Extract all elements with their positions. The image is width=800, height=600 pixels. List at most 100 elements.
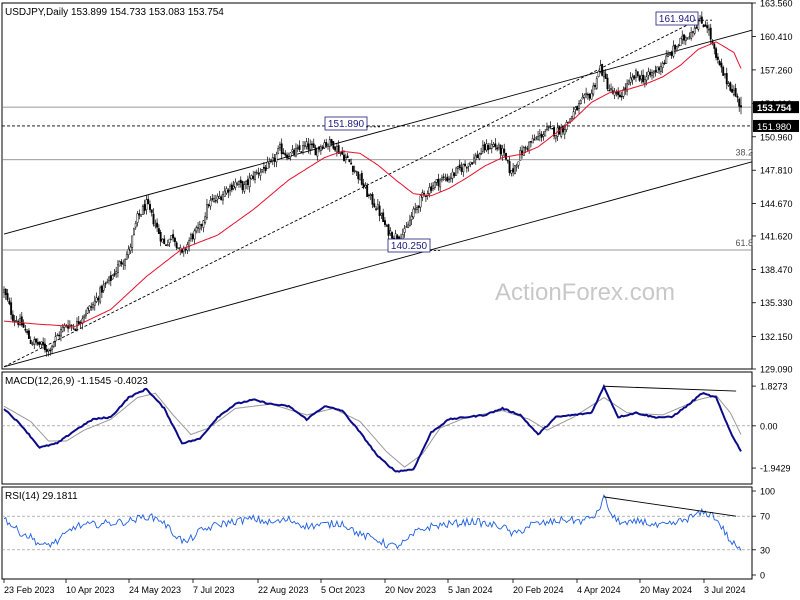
candle-body — [485, 143, 488, 151]
fib-level-label: 61.8 — [735, 238, 753, 248]
candle-body — [731, 88, 734, 93]
rsi-series — [2, 494, 752, 551]
candlestick-series — [3, 11, 742, 357]
candle-body — [618, 94, 621, 98]
candle-body — [193, 230, 196, 240]
candle-body — [35, 338, 37, 343]
candle-body — [642, 74, 645, 83]
current-price-label: 153.754 — [757, 103, 792, 114]
candle-body — [371, 194, 374, 205]
candle-body — [691, 31, 694, 33]
candle-body — [168, 238, 171, 244]
candle-body — [348, 159, 351, 162]
candle-body — [330, 139, 333, 144]
candle-body — [489, 147, 491, 150]
price-tick-label: 132.150 — [760, 332, 793, 342]
candle-body — [150, 209, 153, 213]
candle-body — [72, 327, 75, 329]
candle-body — [109, 275, 112, 281]
candle-body — [327, 144, 329, 147]
candle-body — [677, 44, 680, 47]
candle-body — [709, 27, 712, 40]
candle-body — [205, 204, 208, 219]
rsi-line — [3, 494, 742, 551]
price-tick-label: 141.620 — [760, 231, 793, 241]
candle-body — [207, 204, 210, 207]
candle-body — [67, 325, 70, 329]
candle-body — [295, 148, 297, 157]
candle-body — [325, 142, 328, 146]
candle-body — [643, 79, 646, 84]
candle-body — [656, 66, 659, 73]
candle-body — [122, 263, 125, 265]
candle-body — [724, 73, 726, 75]
date-tick-label: 20 Nov 2023 — [385, 585, 436, 595]
candle-body — [572, 111, 575, 119]
candle-body — [362, 183, 365, 188]
candle-body — [440, 177, 443, 181]
candle-body — [51, 345, 54, 350]
candle-body — [738, 98, 741, 107]
candle-body — [578, 103, 580, 109]
candle-body — [563, 129, 566, 135]
candle-body — [432, 185, 434, 189]
candle-body — [542, 134, 545, 137]
candle-body — [259, 171, 262, 176]
candle-body — [465, 167, 468, 169]
candle-body — [127, 248, 130, 255]
candle-body — [4, 288, 7, 296]
candle-body — [152, 213, 155, 225]
moving-average-series — [3, 41, 742, 327]
candle-body — [58, 334, 61, 337]
candle-body — [17, 321, 20, 325]
candle-body — [629, 77, 632, 83]
candle-body — [448, 178, 450, 181]
candle-body — [740, 105, 742, 108]
rsi-tick-label: 70 — [760, 512, 770, 522]
candle-body — [396, 235, 399, 239]
channel-trendlines — [3, 19, 753, 368]
candle-body — [286, 154, 289, 159]
candle-body — [204, 216, 207, 224]
candle-body — [389, 230, 392, 234]
candle-body — [382, 212, 385, 223]
candle-body — [195, 227, 198, 232]
candle-body — [622, 89, 625, 97]
macd-panel[interactable] — [1, 371, 753, 485]
candle-body — [102, 284, 105, 291]
candle-body — [344, 157, 347, 160]
candle-body — [585, 93, 588, 95]
candle-body — [134, 223, 137, 228]
candle-body — [147, 198, 150, 204]
candle-body — [638, 75, 641, 81]
rsi-label: RSI(14) 29.1811 — [5, 491, 78, 502]
candle-body — [118, 260, 121, 267]
candle-body — [608, 89, 611, 92]
candle-body — [296, 147, 299, 149]
price-panel[interactable] — [1, 2, 753, 370]
candle-body — [366, 185, 369, 197]
candle-body — [613, 91, 616, 96]
candle-body — [706, 25, 709, 29]
macd-label: MACD(12,26,9) -1.1545 -0.4023 — [5, 376, 148, 387]
candle-body — [282, 152, 285, 155]
candle-body — [595, 78, 598, 89]
candle-body — [337, 145, 340, 154]
candle-body — [311, 143, 313, 146]
candle-body — [124, 259, 127, 266]
candle-body — [277, 148, 280, 154]
candle-body — [529, 141, 532, 143]
candle-body — [554, 134, 557, 139]
candle-body — [592, 85, 595, 95]
rsi-panel[interactable] — [1, 486, 753, 580]
macd-tick-label: -1.9429 — [760, 464, 791, 474]
candle-body — [588, 93, 591, 99]
candle-body — [654, 70, 657, 73]
candle-body — [223, 190, 226, 197]
price-tick-label: 135.330 — [760, 298, 793, 308]
candle-body — [481, 145, 484, 152]
candle-body — [442, 176, 445, 178]
candle-body — [610, 88, 612, 90]
candle-body — [220, 196, 223, 201]
